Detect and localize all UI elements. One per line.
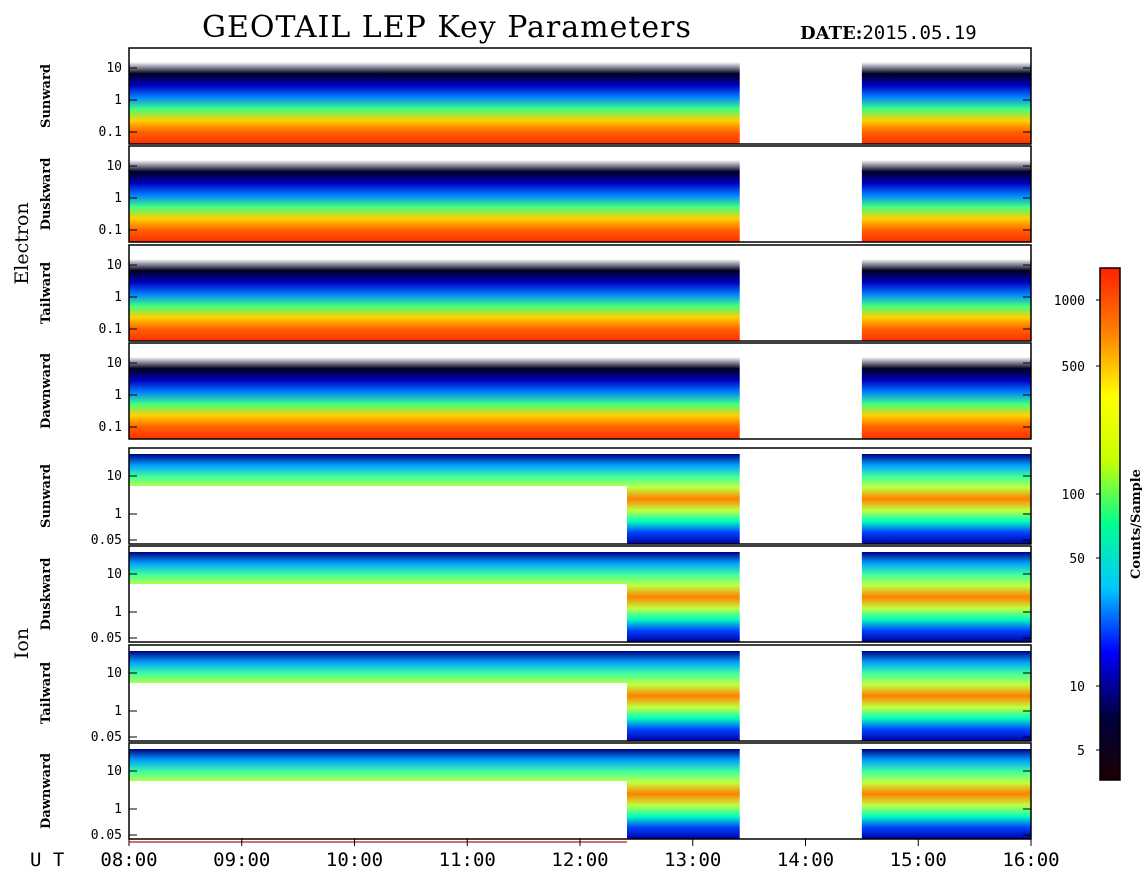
x-tick-label: 10:00: [326, 849, 383, 871]
x-tick-label: 08:00: [100, 849, 157, 871]
group-label: Ion: [11, 628, 33, 659]
y-tick-label: 1: [114, 605, 122, 620]
y-tick-label: 10: [106, 469, 122, 484]
x-tick-label: 11:00: [439, 849, 496, 871]
panel-frame: [128, 545, 1032, 643]
date-prefix: DATE:: [800, 23, 863, 44]
y-tick-label: 1: [114, 290, 122, 305]
y-tick-label: 10: [106, 356, 122, 371]
no-data-region: [129, 683, 627, 741]
spectrogram-fill: [861, 552, 1031, 642]
y-tick-label: 0.1: [99, 420, 122, 435]
y-tick-label: 1: [114, 704, 122, 719]
panel-label: Dawnward: [39, 753, 54, 829]
x-tick-label: 13:00: [664, 849, 721, 871]
spectrogram-fill: [861, 749, 1031, 839]
panel-label: Sunward: [39, 464, 54, 528]
x-tick-label: 14:00: [777, 849, 834, 871]
no-data-region: [129, 486, 627, 544]
y-tick-label: 0.1: [99, 322, 122, 337]
no-data-region: [129, 781, 627, 839]
panel-label: Sunward: [39, 64, 54, 128]
y-tick-label: 1: [114, 388, 122, 403]
panel-frame: [128, 342, 1032, 440]
panel-frame: [128, 47, 1032, 145]
spectrogram-fill: [861, 357, 1031, 439]
x-axis-label: U T: [30, 849, 64, 871]
spectrogram-fill: [129, 62, 740, 144]
panel-label: Duskward: [39, 158, 54, 231]
panel-frame: [128, 447, 1032, 545]
colorbar-tick-label: 50: [1069, 552, 1085, 567]
panel-label: Tailward: [39, 662, 54, 724]
panel-frame: [128, 244, 1032, 342]
no-data-region: [129, 584, 627, 642]
y-tick-label: 1: [114, 507, 122, 522]
spectrogram-fill: [861, 651, 1031, 741]
y-tick-label: 10: [106, 258, 122, 273]
spectrogram-fill: [861, 62, 1031, 144]
colorbar-tick-label: 10: [1069, 680, 1085, 695]
date-value: 2015.05.19: [862, 22, 977, 44]
y-tick-label: 10: [106, 666, 122, 681]
chart-title: GEOTAIL LEP Key Parameters: [202, 10, 692, 45]
y-tick-label: 0.05: [91, 828, 122, 843]
colorbar-tick-label: 1000: [1054, 294, 1085, 309]
panel-label: Tailward: [39, 262, 54, 324]
panel-frame: [128, 644, 1032, 742]
spectrogram-fill: [861, 160, 1031, 242]
spectrogram-fill: [861, 454, 1031, 544]
spectrogram-fill: [129, 160, 740, 242]
y-tick-label: 10: [106, 567, 122, 582]
spectrogram-fill: [129, 357, 740, 439]
y-tick-label: 0.05: [91, 730, 122, 745]
panel-frame: [128, 145, 1032, 243]
panel-label: Dawnward: [39, 353, 54, 429]
y-tick-label: 1: [114, 191, 122, 206]
y-tick-label: 0.1: [99, 125, 122, 140]
y-tick-label: 1: [114, 93, 122, 108]
colorbar-tick-label: 5: [1077, 744, 1085, 759]
colorbar-label: Counts/Sample: [1129, 469, 1142, 579]
colorbar-tick-label: 500: [1062, 360, 1085, 375]
y-tick-label: 10: [106, 159, 122, 174]
colorbar-tick-label: 100: [1062, 488, 1085, 503]
x-tick-label: 15:00: [890, 849, 947, 871]
panel-label: Duskward: [39, 558, 54, 631]
spectrogram-fill: [861, 259, 1031, 341]
y-tick-label: 10: [106, 764, 122, 779]
colorbar: [1099, 267, 1121, 781]
y-tick-label: 1: [114, 802, 122, 817]
x-tick-label: 16:00: [1002, 849, 1059, 871]
y-tick-label: 0.1: [99, 223, 122, 238]
y-tick-label: 10: [106, 61, 122, 76]
x-tick-label: 12:00: [551, 849, 608, 871]
date-label: DATE:2015.05.19: [800, 22, 977, 44]
y-tick-label: 0.05: [91, 631, 122, 646]
x-tick-label: 09:00: [213, 849, 270, 871]
group-label: Electron: [11, 202, 33, 284]
spectrogram-fill: [129, 259, 740, 341]
y-tick-label: 0.05: [91, 533, 122, 548]
